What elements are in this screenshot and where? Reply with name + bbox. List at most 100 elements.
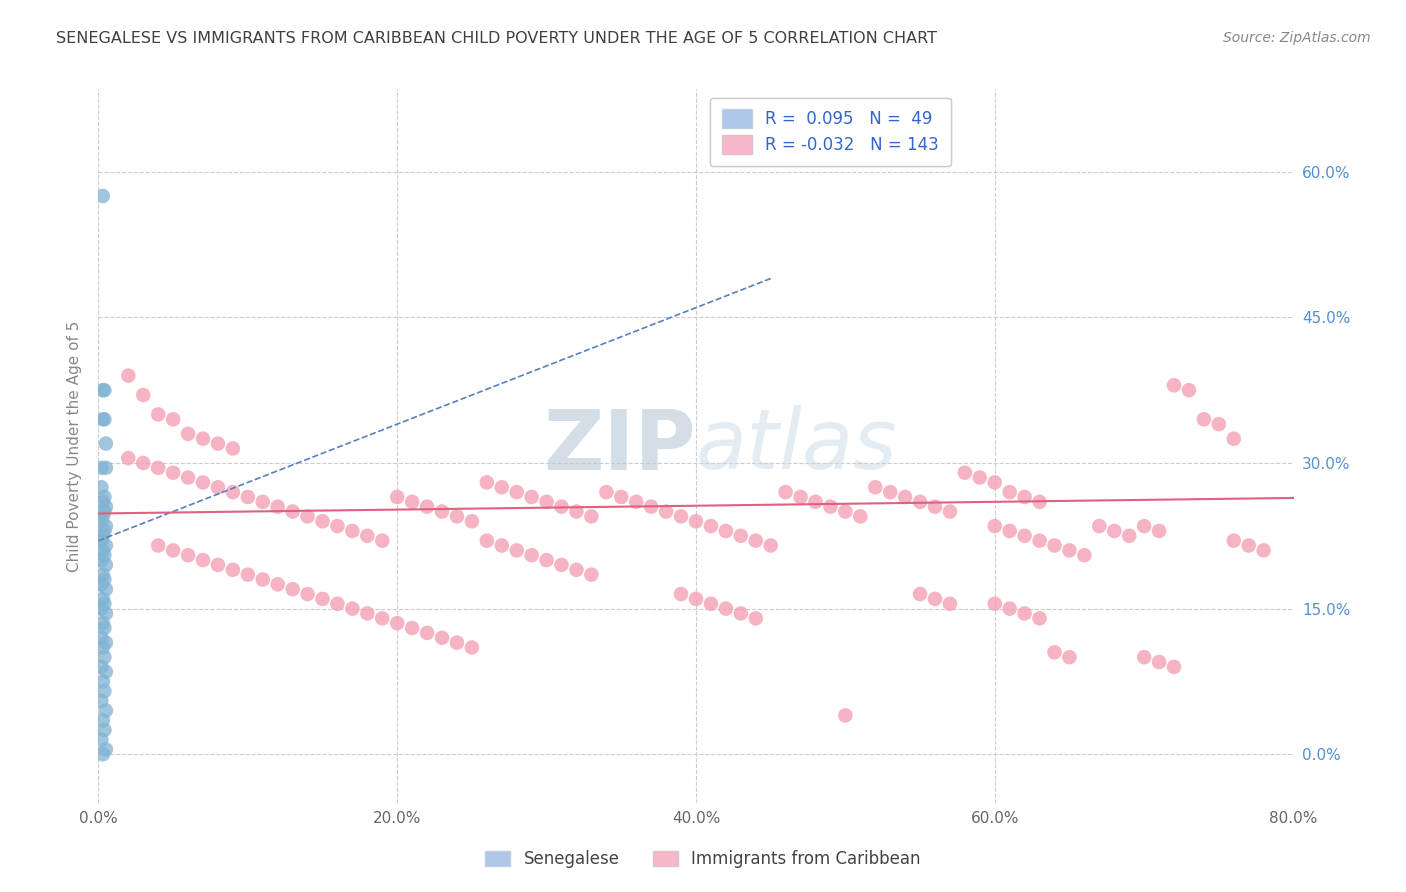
Point bbox=[222, 563, 245, 577]
Point bbox=[93, 524, 115, 538]
Point bbox=[94, 436, 117, 450]
Point bbox=[655, 504, 678, 518]
Point bbox=[685, 514, 707, 528]
Point bbox=[849, 509, 872, 524]
Point bbox=[148, 539, 170, 553]
Point bbox=[93, 621, 115, 635]
Point bbox=[117, 368, 139, 383]
Point bbox=[1028, 611, 1050, 625]
Point bbox=[1059, 650, 1081, 665]
Point bbox=[91, 495, 114, 509]
Point bbox=[90, 732, 112, 747]
Point bbox=[371, 611, 394, 625]
Point bbox=[1028, 495, 1050, 509]
Point bbox=[222, 485, 245, 500]
Point bbox=[91, 412, 114, 426]
Point bbox=[281, 504, 304, 518]
Point bbox=[91, 529, 114, 543]
Point bbox=[1043, 645, 1066, 659]
Point bbox=[90, 577, 112, 591]
Point bbox=[998, 524, 1021, 538]
Point bbox=[804, 495, 827, 509]
Point bbox=[401, 495, 423, 509]
Point bbox=[430, 504, 453, 518]
Point bbox=[939, 504, 962, 518]
Point bbox=[939, 597, 962, 611]
Point bbox=[714, 524, 737, 538]
Point bbox=[416, 500, 439, 514]
Point bbox=[177, 470, 200, 484]
Point bbox=[91, 543, 114, 558]
Point bbox=[267, 577, 290, 591]
Point bbox=[834, 708, 856, 723]
Point bbox=[93, 684, 115, 698]
Point bbox=[94, 665, 117, 679]
Point bbox=[93, 504, 115, 518]
Point bbox=[90, 553, 112, 567]
Point bbox=[745, 533, 768, 548]
Point bbox=[1104, 524, 1126, 538]
Point bbox=[1163, 378, 1185, 392]
Point bbox=[342, 601, 364, 615]
Point bbox=[132, 388, 155, 402]
Point bbox=[820, 500, 842, 514]
Point bbox=[94, 500, 117, 514]
Text: ZIP: ZIP bbox=[544, 406, 696, 486]
Point bbox=[148, 460, 170, 475]
Point bbox=[93, 573, 115, 587]
Point bbox=[685, 591, 707, 606]
Point bbox=[669, 509, 692, 524]
Point bbox=[595, 485, 617, 500]
Point bbox=[894, 490, 917, 504]
Point bbox=[94, 558, 117, 572]
Point bbox=[1178, 383, 1201, 397]
Point bbox=[236, 567, 259, 582]
Point bbox=[191, 475, 214, 490]
Point bbox=[1147, 655, 1170, 669]
Point bbox=[908, 587, 931, 601]
Point bbox=[581, 509, 603, 524]
Point bbox=[356, 607, 378, 621]
Point bbox=[730, 529, 752, 543]
Point bbox=[998, 601, 1021, 615]
Point bbox=[1192, 412, 1215, 426]
Point bbox=[446, 509, 468, 524]
Point bbox=[879, 485, 901, 500]
Point bbox=[1014, 607, 1036, 621]
Point bbox=[90, 660, 112, 674]
Point bbox=[94, 742, 117, 756]
Point bbox=[385, 490, 409, 504]
Point bbox=[94, 635, 117, 649]
Point bbox=[90, 460, 112, 475]
Point bbox=[93, 548, 115, 562]
Point bbox=[775, 485, 797, 500]
Point bbox=[1133, 650, 1156, 665]
Point bbox=[1088, 519, 1111, 533]
Point bbox=[94, 539, 117, 553]
Point bbox=[581, 567, 603, 582]
Point bbox=[326, 519, 349, 533]
Point bbox=[252, 573, 274, 587]
Point bbox=[789, 490, 811, 504]
Point bbox=[700, 519, 723, 533]
Point bbox=[491, 480, 513, 494]
Point bbox=[1253, 543, 1275, 558]
Point bbox=[93, 597, 115, 611]
Point bbox=[953, 466, 976, 480]
Point bbox=[117, 451, 139, 466]
Point bbox=[91, 713, 114, 727]
Point bbox=[93, 650, 115, 665]
Point bbox=[865, 480, 887, 494]
Point bbox=[90, 631, 112, 645]
Point bbox=[91, 189, 114, 203]
Point bbox=[834, 504, 856, 518]
Point bbox=[236, 490, 259, 504]
Point bbox=[177, 548, 200, 562]
Point bbox=[700, 597, 723, 611]
Point bbox=[162, 466, 184, 480]
Point bbox=[91, 640, 114, 655]
Point bbox=[565, 563, 588, 577]
Point bbox=[610, 490, 633, 504]
Point bbox=[297, 587, 319, 601]
Point bbox=[91, 747, 114, 762]
